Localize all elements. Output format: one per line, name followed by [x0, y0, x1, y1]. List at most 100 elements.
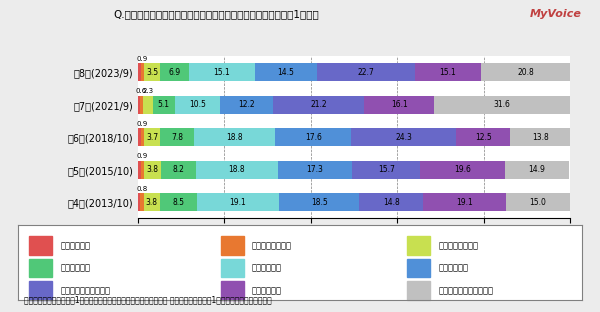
Text: 0.9: 0.9 [137, 153, 148, 159]
Text: 12.2: 12.2 [238, 100, 255, 109]
Text: MyVoice: MyVoice [530, 9, 582, 19]
Text: 19.6: 19.6 [454, 165, 471, 174]
Text: 18.8: 18.8 [226, 133, 243, 142]
Text: 12.5: 12.5 [475, 133, 492, 142]
Bar [511, 128, 570, 146]
Bar [407, 236, 430, 255]
Bar [140, 63, 145, 81]
Bar [197, 193, 279, 211]
Bar [352, 161, 420, 179]
Bar [29, 236, 52, 255]
Bar [278, 161, 352, 179]
Text: 24.3: 24.3 [395, 133, 412, 142]
Bar [194, 128, 275, 146]
Bar [279, 193, 359, 211]
Text: 3.7: 3.7 [146, 133, 158, 142]
Bar [140, 96, 143, 114]
Bar [160, 63, 190, 81]
Text: Q.夕食の時、ふだんどのくらいの頻度で外食しますか？（直近1年間）: Q.夕食の時、ふだんどのくらいの頻度で外食しますか？（直近1年間） [113, 9, 319, 19]
Bar [138, 193, 140, 211]
Bar [407, 259, 430, 277]
Text: 0.6: 0.6 [136, 88, 147, 94]
Bar [29, 281, 52, 300]
Bar [317, 63, 415, 81]
Text: 13.8: 13.8 [532, 133, 548, 142]
Bar [359, 193, 423, 211]
Bar [407, 281, 430, 300]
Text: 21.2: 21.2 [310, 100, 327, 109]
Bar [275, 128, 352, 146]
Bar [254, 63, 317, 81]
Bar [140, 128, 145, 146]
Bar [161, 161, 196, 179]
Text: 0.9: 0.9 [137, 56, 148, 62]
Bar [221, 236, 244, 255]
Text: 夕食の時、外食はしない: 夕食の時、外食はしない [438, 286, 493, 295]
Text: 19.1: 19.1 [230, 198, 247, 207]
Text: 19.1: 19.1 [456, 198, 473, 207]
Bar [505, 161, 569, 179]
Bar [145, 161, 161, 179]
Bar [138, 96, 140, 114]
Text: 17.6: 17.6 [305, 133, 322, 142]
Bar [506, 193, 571, 211]
Bar [152, 96, 175, 114]
Text: 15.1: 15.1 [440, 68, 457, 77]
Text: 月に１回程度: 月に１回程度 [438, 264, 468, 273]
Text: 14.5: 14.5 [278, 68, 295, 77]
Text: 8.2: 8.2 [173, 165, 185, 174]
Bar [143, 193, 160, 211]
Text: 2.3: 2.3 [142, 88, 153, 94]
Bar [140, 193, 143, 211]
Text: 月に数回程度: 月に数回程度 [252, 264, 282, 273]
Bar [364, 96, 434, 114]
Text: 0.8: 0.8 [136, 186, 148, 192]
Text: 10.5: 10.5 [189, 100, 206, 109]
Text: 7.8: 7.8 [172, 133, 184, 142]
Text: 5.1: 5.1 [158, 100, 170, 109]
Text: 18.8: 18.8 [229, 165, 245, 174]
Bar [29, 259, 52, 277]
Text: 15.7: 15.7 [378, 165, 395, 174]
Bar [140, 161, 145, 179]
Bar [423, 193, 506, 211]
Text: 31.6: 31.6 [494, 100, 511, 109]
Text: 年に１回以下: 年に１回以下 [252, 286, 282, 295]
Text: 週に４～５回程度: 週に４～５回程度 [252, 241, 292, 250]
Text: 14.9: 14.9 [529, 165, 545, 174]
Text: 3.5: 3.5 [146, 68, 158, 77]
Text: ２～３ヶ月に１回程度: ２～３ヶ月に１回程度 [60, 286, 110, 295]
Bar [138, 161, 140, 179]
Bar [221, 281, 244, 300]
Bar [175, 96, 220, 114]
Text: 6.9: 6.9 [169, 68, 181, 77]
Text: 14.8: 14.8 [383, 198, 400, 207]
Bar [273, 96, 364, 114]
Bar [138, 128, 140, 146]
Bar [415, 63, 481, 81]
Bar [145, 63, 160, 81]
Bar [160, 193, 197, 211]
Bar [145, 128, 160, 146]
Text: 16.1: 16.1 [391, 100, 407, 109]
Bar [420, 161, 505, 179]
Text: 0.9: 0.9 [137, 121, 148, 127]
Text: 注）第２～５回は「年に1回以下」は「それ以下」となっている。／ 第６回以前は「直近1年間」という注釈がない。: 注）第２～５回は「年に1回以下」は「それ以下」となっている。／ 第６回以前は「直… [24, 295, 272, 304]
Text: 18.5: 18.5 [311, 198, 328, 207]
Text: 20.8: 20.8 [517, 68, 534, 77]
Bar [160, 128, 194, 146]
Bar [220, 96, 273, 114]
Text: 15.0: 15.0 [530, 198, 547, 207]
Text: 3.8: 3.8 [146, 165, 158, 174]
Bar [143, 96, 152, 114]
Bar [457, 128, 511, 146]
Text: 22.7: 22.7 [358, 68, 374, 77]
Bar [221, 259, 244, 277]
Text: 3.8: 3.8 [146, 198, 158, 207]
Bar [352, 128, 457, 146]
Text: ほとんど毎日: ほとんど毎日 [60, 241, 90, 250]
Bar [434, 96, 571, 114]
Text: 17.3: 17.3 [307, 165, 323, 174]
Bar [138, 63, 140, 81]
Bar [196, 161, 278, 179]
